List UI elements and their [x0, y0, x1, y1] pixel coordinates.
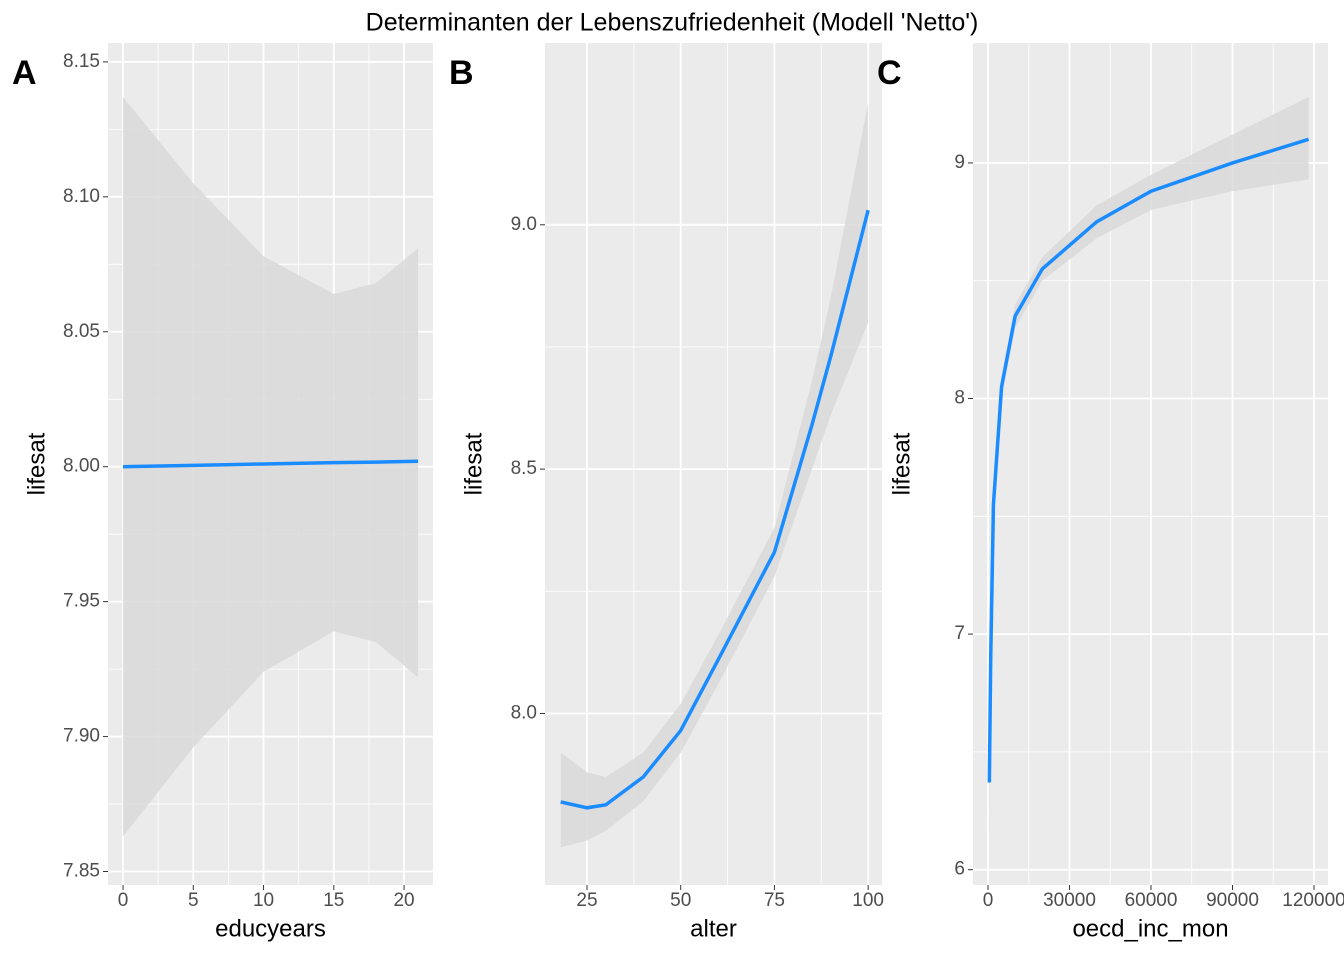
fit-line — [987, 137, 1310, 783]
confidence-band — [123, 96, 419, 837]
fit-line — [560, 209, 870, 810]
y-tick-label: 8.15 — [63, 51, 100, 72]
y-tick-label: 8.5 — [511, 458, 537, 479]
y-axis-title: lifesat — [23, 432, 50, 495]
x-tick-label: 120000 — [1282, 890, 1344, 911]
x-tick-label: 10 — [253, 890, 274, 911]
panel-tag: C — [877, 54, 902, 92]
y-tick-label: 9 — [954, 152, 965, 173]
y-tick-label: 9.0 — [511, 214, 537, 235]
x-tick-label: 15 — [323, 890, 344, 911]
x-tick-label: 60000 — [1125, 890, 1178, 911]
panel-background — [545, 43, 882, 885]
y-tick-label: 8.05 — [63, 321, 100, 342]
y-tick-label: 8.00 — [63, 456, 100, 477]
y-tick-label: 8.10 — [63, 186, 100, 207]
y-tick-label: 8.0 — [511, 702, 537, 723]
chart-title: Determinanten der Lebenszufriedenheit (M… — [366, 9, 979, 37]
y-tick-label: 7.85 — [63, 861, 100, 882]
x-axis-title: educyears — [215, 915, 326, 942]
y-tick-label: 7.95 — [63, 591, 100, 612]
x-tick-label: 0 — [118, 890, 129, 911]
x-tick-label: 5 — [188, 890, 199, 911]
panel-tag: B — [449, 54, 474, 92]
y-tick-label: 7 — [954, 623, 965, 644]
y-axis-title: lifesat — [888, 432, 915, 495]
y-axis-title: lifesat — [460, 432, 487, 495]
fit-line — [123, 459, 419, 469]
confidence-band — [560, 102, 869, 848]
confidence-band — [989, 96, 1309, 847]
y-tick-label: 8 — [954, 388, 965, 409]
x-tick-label: 0 — [983, 890, 994, 911]
x-axis-title: alter — [690, 915, 737, 942]
x-tick-label: 25 — [576, 890, 597, 911]
x-tick-label: 100 — [852, 890, 884, 911]
x-tick-label: 90000 — [1206, 890, 1259, 911]
panel-tag: A — [12, 54, 37, 92]
x-axis-title: oecd_inc_mon — [1072, 915, 1228, 942]
x-tick-label: 20 — [393, 890, 414, 911]
x-tick-label: 75 — [764, 890, 785, 911]
y-tick-label: 7.90 — [63, 726, 100, 747]
y-tick-label: 6 — [954, 859, 965, 880]
x-tick-label: 50 — [670, 890, 691, 911]
x-tick-label: 30000 — [1043, 890, 1096, 911]
